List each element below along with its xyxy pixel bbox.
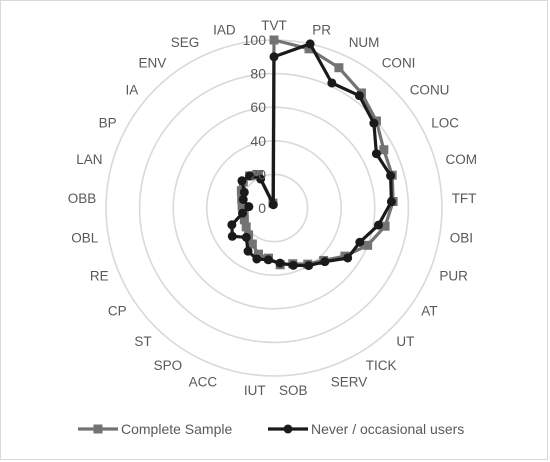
axis-label-com: COM — [446, 152, 478, 167]
axis-label-at: AT — [421, 304, 437, 319]
axis-label-ut: UT — [396, 334, 414, 349]
tick-label-1: 20 — [250, 166, 266, 182]
legend-label-0: Complete Sample — [121, 421, 232, 437]
axis-label-obl: OBL — [71, 231, 99, 246]
point-s1-PUR — [355, 238, 364, 247]
axis-label-env: ENV — [139, 55, 167, 70]
axis-label-pur: PUR — [439, 269, 468, 284]
axis-label-num: NUM — [349, 35, 380, 50]
axis-label-bp: BP — [99, 115, 117, 130]
point-s1-COM — [386, 171, 395, 180]
point-s1-ACC — [252, 254, 261, 263]
point-s1-CP — [228, 232, 237, 241]
axis-label-acc: ACC — [189, 374, 218, 389]
point-s1-OBL — [238, 209, 247, 218]
tick-label-2: 40 — [250, 133, 266, 149]
axis-label-st: ST — [134, 334, 151, 349]
legend-marker-0 — [94, 425, 103, 434]
axis-label-ia: IA — [126, 83, 139, 98]
point-s0-TVT — [270, 36, 279, 45]
point-s1-PR — [306, 39, 315, 48]
point-s1-TVT — [270, 52, 279, 61]
point-s0-PUR — [363, 241, 372, 250]
axis-label-spo: SPO — [154, 358, 183, 373]
point-s1-IAD — [269, 200, 278, 209]
axis-label-coni: CONI — [382, 55, 416, 70]
axis-label-conu: CONU — [410, 83, 450, 98]
axis-label-tvt: TVT — [261, 18, 287, 33]
point-s1-ST — [242, 233, 251, 242]
tick-label-4: 80 — [250, 66, 266, 82]
axis-label-lan: LAN — [76, 152, 102, 167]
point-s1-TICK — [304, 261, 313, 270]
axis-label-loc: LOC — [431, 115, 459, 130]
point-s1-AT — [343, 253, 352, 262]
axis-label-tick: TICK — [366, 358, 397, 373]
tick-label-5: 100 — [243, 32, 267, 48]
point-s1-RE — [227, 220, 236, 229]
point-s1-SPO — [244, 247, 253, 256]
point-s1-UT — [320, 257, 329, 266]
point-s1-SOB — [275, 259, 284, 268]
point-s1-CONI — [355, 91, 364, 100]
axis-label-tft: TFT — [452, 191, 477, 206]
point-s1-LOC — [372, 149, 381, 158]
axis-label-obi: OBI — [450, 231, 473, 246]
tick-label-3: 60 — [250, 99, 266, 115]
point-s0-NUM — [334, 63, 343, 72]
legend-marker-1 — [284, 425, 293, 434]
legend-label-1: Never / occasional users — [311, 421, 464, 437]
axis-label-iut: IUT — [244, 383, 266, 398]
axis-label-cp: CP — [108, 304, 127, 319]
point-s1-OBB — [244, 202, 253, 211]
axis-label-sob: SOB — [279, 383, 308, 398]
axis-label-seg: SEG — [171, 35, 200, 50]
point-s1-TFT — [387, 197, 396, 206]
axis-label-serv: SERV — [331, 374, 368, 389]
tick-label-0: 0 — [258, 200, 266, 216]
point-s1-IA — [237, 176, 246, 185]
point-s1-SERV — [289, 261, 298, 270]
point-s1-CONU — [369, 119, 378, 128]
axis-label-obb: OBB — [68, 191, 97, 206]
axis-label-pr: PR — [312, 22, 331, 37]
axis-label-iad: IAD — [213, 22, 236, 37]
legend-item-0: Complete Sample — [78, 421, 232, 437]
axis-label-re: RE — [90, 269, 109, 284]
legend: Complete Sample Never / occasional users — [78, 421, 464, 437]
point-s1-NUM — [327, 78, 336, 87]
point-s1-BP — [240, 188, 249, 197]
point-s1-OBI — [374, 221, 383, 230]
legend-item-1: Never / occasional users — [268, 421, 464, 437]
point-s1-IUT — [264, 255, 273, 264]
